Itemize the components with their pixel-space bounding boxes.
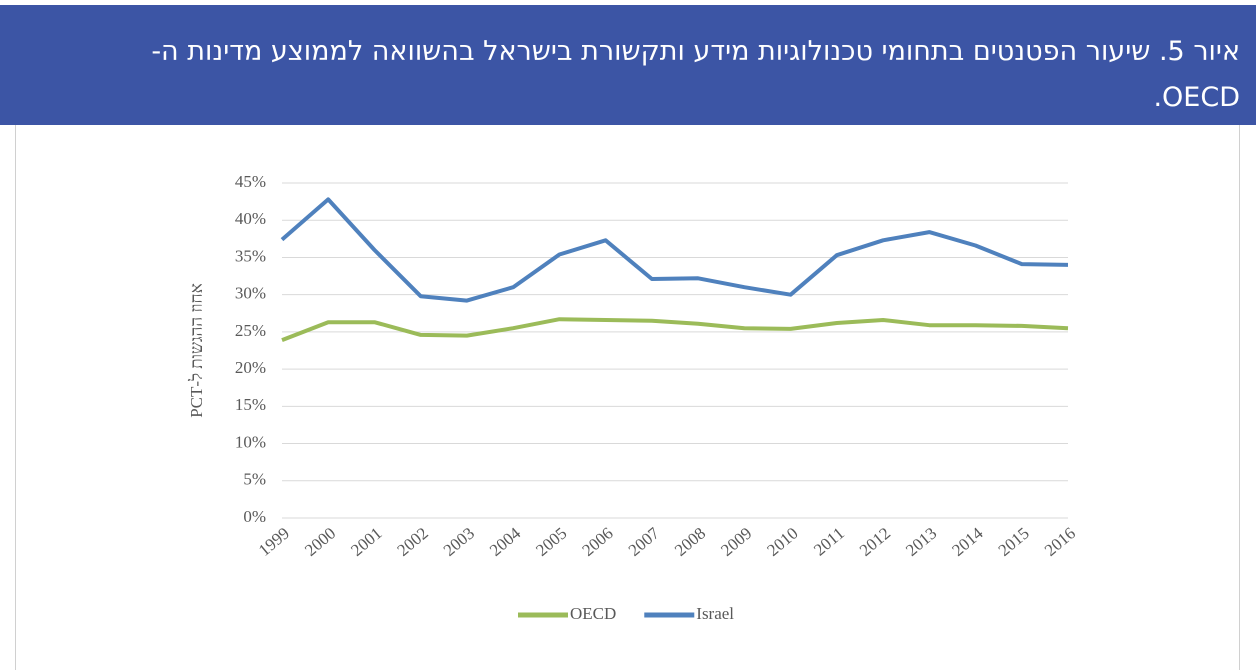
x-tick-label: 2010 — [763, 524, 801, 560]
y-tick-label: 10% — [235, 432, 266, 451]
x-tick-label: 2014 — [948, 523, 987, 560]
x-tick-label: 2009 — [717, 524, 755, 560]
x-tick-label: 2007 — [625, 523, 664, 560]
line-series — [280, 197, 1069, 303]
y-tick-label: 35% — [235, 246, 266, 265]
y-tick-label: 40% — [235, 209, 266, 228]
x-tick-label: 2015 — [995, 524, 1033, 560]
x-tick-label: 2006 — [578, 524, 616, 560]
y-tick-label: 5% — [243, 470, 266, 489]
chart: 0% 5% 10% 15% 20% 25% 30% 35% 40% 45% אחוז ההגשות … — [187, 172, 1079, 623]
x-tick-label: 2004 — [486, 523, 525, 560]
y-tick-label: 15% — [235, 395, 266, 414]
x-tick-label: 2005 — [532, 524, 570, 560]
x-tick-label: 2003 — [440, 524, 478, 560]
legend-label: Israel — [696, 604, 734, 623]
legend-label: OECD — [570, 604, 616, 623]
y-tick-label: 0% — [243, 507, 266, 526]
y-tick-label: 25% — [235, 321, 266, 340]
x-tick-label: 2000 — [301, 524, 339, 560]
x-tick-label: 2008 — [671, 524, 709, 560]
x-tick-label: 2011 — [810, 524, 848, 560]
frame — [15, 125, 1240, 670]
x-tick-label: 2002 — [394, 524, 432, 560]
x-tick-label: 2001 — [347, 524, 385, 560]
header-title: איור 5. שיעור הפטנטים בתחומי טכנולוגיות … — [0, 5, 1256, 125]
y-tick-label: 30% — [235, 284, 266, 303]
y-axis-label: אחוז ההגשות ל-PCT — [187, 283, 206, 418]
line-series — [281, 317, 1069, 342]
y-tick-label: 45% — [235, 172, 266, 191]
x-tick-label: 2012 — [856, 524, 894, 560]
x-tick-label: 2016 — [1041, 524, 1079, 560]
x-tick-label: 2013 — [902, 524, 940, 560]
x-tick-label: 1999 — [255, 524, 293, 560]
y-tick-label: 20% — [235, 358, 266, 377]
